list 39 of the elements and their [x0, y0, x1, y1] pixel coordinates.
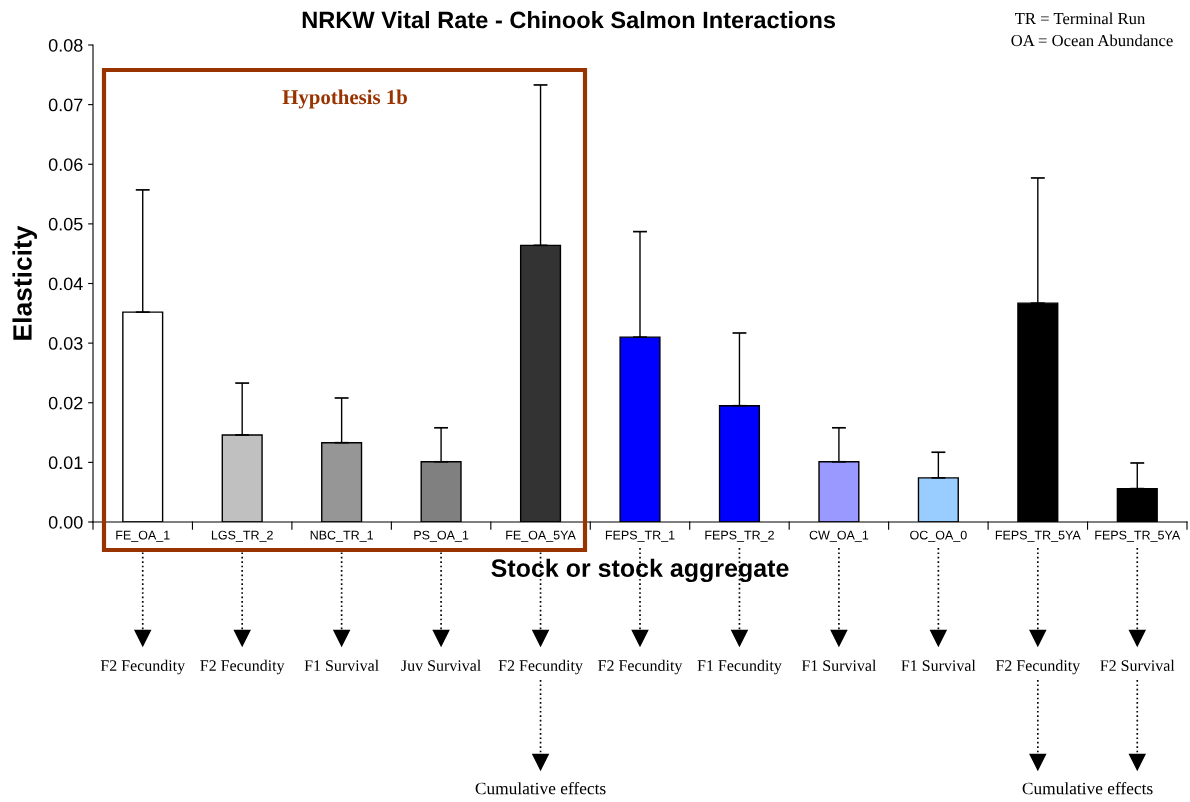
x-axis-title: Stock or stock aggregate — [491, 558, 789, 583]
text: F2 Fecundity — [100, 659, 186, 675]
x-tick-label: FEPS_TR_5YA — [995, 530, 1081, 542]
text: F2 Fecundity — [498, 659, 583, 675]
text: F2 Fecundity — [598, 659, 683, 675]
x-tick-label: OC_OA_0 — [910, 530, 967, 542]
y-tick-label: 0.02 — [48, 396, 83, 410]
x-tick-label: FE_OA_1 — [116, 530, 170, 542]
x-tick-label: PS_OA_1 — [414, 530, 469, 542]
text: F2 Survival — [1100, 659, 1175, 671]
y-axis-title: Elasticity — [12, 225, 38, 340]
x-tick-label: FEPS_TR_5YA — [1095, 530, 1181, 542]
text: F1 Fecundity — [697, 659, 782, 675]
text: Cumulative effects — [1022, 781, 1153, 795]
chart-title: NRKW Vital Rate - Chinook Salmon Interactions — [302, 11, 836, 29]
text: F1 Survival — [801, 659, 877, 671]
x-tick-label: FEPS_TR_1 — [605, 530, 675, 542]
text: Cumulative effects — [475, 781, 606, 795]
text: F2 Fecundity — [200, 659, 285, 675]
text: F2 Fecundity — [995, 659, 1081, 675]
y-tick-label: 0.07 — [48, 98, 83, 112]
annotation: Hypothesis 1b — [282, 89, 407, 109]
x-tick-label: CW_OA_1 — [809, 530, 869, 542]
text: TR = Terminal Run — [1015, 12, 1146, 25]
y-tick-label: 0.04 — [48, 277, 83, 291]
annotation: OA = Ocean Abundance — [1011, 34, 1173, 47]
y-tick-label: 0.05 — [48, 217, 83, 231]
x-tick-label: FEPS_TR_2 — [705, 530, 774, 542]
text: F1 Survival — [901, 659, 976, 671]
y-tick-label: 0.08 — [48, 38, 83, 52]
x-tick-label: LGS_TR_2 — [211, 530, 273, 542]
y-tick-label: 0.06 — [48, 158, 83, 171]
text: F1 Survival — [304, 659, 379, 671]
y-tick-label: 0.01 — [48, 456, 83, 470]
y-tick-label: 0.00 — [48, 515, 83, 529]
x-tick-label: NBC_TR_1 — [310, 530, 373, 542]
text: Juv Survival — [401, 659, 481, 671]
y-tick-label: 0.03 — [48, 337, 83, 350]
x-tick-label: FE_OA_5YA — [506, 530, 576, 542]
